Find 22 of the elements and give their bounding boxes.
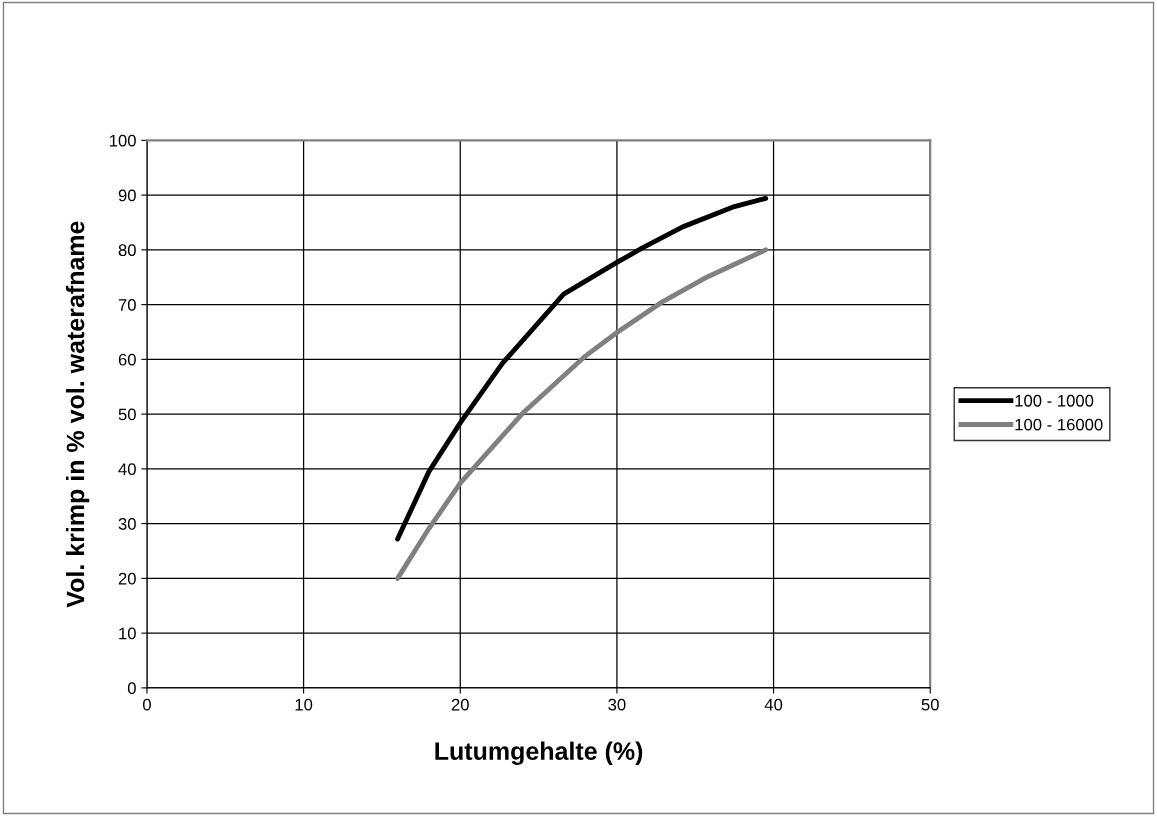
x-tick-label: 20 [451, 698, 469, 711]
x-tick-label: 50 [921, 698, 939, 711]
legend-label: 100 - 16000 [1015, 418, 1103, 431]
y-tick-label: 40 [118, 463, 136, 476]
x-axis-title: Lutumgehalte (%) [435, 741, 643, 766]
x-tick-label: 30 [608, 698, 626, 711]
line-series [395, 247, 769, 581]
y-tick-label: 70 [118, 299, 136, 311]
y-tick-label: 20 [118, 572, 136, 585]
y-tick-label: 0 [127, 682, 136, 695]
y-tick-label: 80 [118, 244, 136, 257]
x-tick-label: 40 [764, 698, 783, 711]
legend-label: 100 - 1000 [1015, 394, 1094, 407]
y-tick-label: 10 [119, 627, 136, 640]
y-tick-label: 50 [118, 408, 136, 421]
x-tick-label: 0 [142, 698, 151, 711]
y-tick-label: 30 [118, 518, 136, 530]
y-tick-label: 90 [118, 189, 136, 202]
y-tick-label: 100 [109, 134, 136, 147]
y-axis-title: Vol. krimp in % vol. waterafname [65, 221, 90, 608]
y-tick-label: 60 [118, 353, 136, 366]
x-tick-label: 10 [295, 698, 313, 711]
